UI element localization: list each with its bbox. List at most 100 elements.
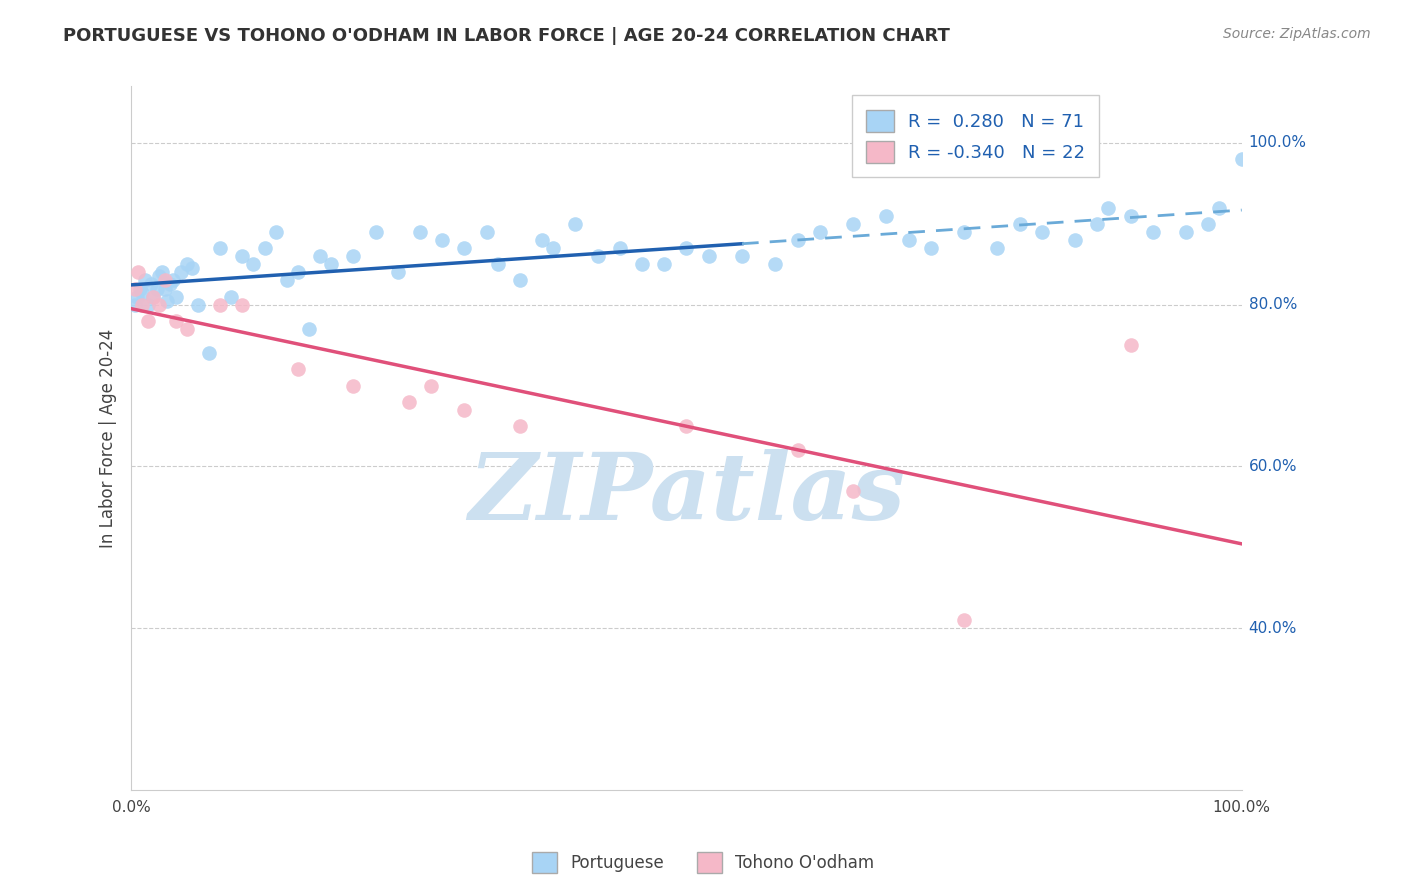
Point [342,378,364,392]
Point [842,483,865,498]
Point [209,241,232,255]
Point [176,257,198,271]
Text: ZIPatlas: ZIPatlas [468,450,905,540]
Point [586,249,609,263]
Point [187,298,209,312]
Y-axis label: In Labor Force | Age 20-24: In Labor Force | Age 20-24 [100,328,117,548]
Point [148,298,170,312]
Point [127,265,149,279]
Point [1175,225,1198,239]
Point [609,241,631,255]
Point [176,322,198,336]
Point [231,249,253,263]
Point [148,269,170,284]
Point [321,257,343,271]
Point [509,273,531,287]
Point [181,261,204,276]
Point [697,249,720,263]
Text: PORTUGUESE VS TOHONO O'ODHAM IN LABOR FORCE | AGE 20-24 CORRELATION CHART: PORTUGUESE VS TOHONO O'ODHAM IN LABOR FO… [63,27,950,45]
Point [165,314,187,328]
Point [125,290,148,304]
Point [242,257,264,271]
Point [675,241,697,255]
Point [531,233,554,247]
Point [156,293,179,308]
Point [1031,225,1053,239]
Point [631,257,654,271]
Point [1085,217,1108,231]
Point [153,273,176,287]
Point [209,298,232,312]
Point [364,225,387,239]
Point [763,257,786,271]
Point [129,281,152,295]
Point [162,273,184,287]
Point [897,233,920,247]
Point [453,402,475,417]
Point [786,233,808,247]
Point [231,298,253,312]
Text: 80.0%: 80.0% [1249,297,1296,312]
Point [986,241,1008,255]
Legend: Portuguese, Tohono O'odham: Portuguese, Tohono O'odham [524,846,882,880]
Point [1230,152,1253,166]
Point [509,419,531,434]
Point [142,290,165,304]
Point [486,257,509,271]
Point [124,281,146,295]
Point [387,265,409,279]
Point [264,225,287,239]
Point [136,314,159,328]
Point [136,298,159,312]
Point [276,273,298,287]
Point [541,241,564,255]
Point [309,249,332,263]
Point [131,285,153,300]
Text: 100.0%: 100.0% [1249,136,1306,151]
Point [298,322,321,336]
Point [1197,217,1219,231]
Point [134,273,156,287]
Point [564,217,586,231]
Point [1208,201,1230,215]
Point [170,265,193,279]
Point [1119,338,1142,352]
Text: 60.0%: 60.0% [1249,458,1298,474]
Point [146,281,169,295]
Point [420,378,443,392]
Point [219,290,242,304]
Point [150,265,173,279]
Point [842,217,865,231]
Point [1119,209,1142,223]
Point [1008,217,1031,231]
Point [342,249,364,263]
Point [142,290,165,304]
Point [953,613,976,627]
Point [165,290,187,304]
Point [1064,233,1087,247]
Point [124,298,146,312]
Legend: R =  0.280   N = 71, R = -0.340   N = 22: R = 0.280 N = 71, R = -0.340 N = 22 [852,95,1099,178]
Point [131,298,153,312]
Point [786,443,808,458]
Point [731,249,754,263]
Point [652,257,675,271]
Point [287,362,309,376]
Point [287,265,309,279]
Point [198,346,221,360]
Point [153,281,176,295]
Text: 40.0%: 40.0% [1249,621,1296,636]
Point [159,277,181,292]
Point [1097,201,1119,215]
Point [398,394,420,409]
Point [253,241,276,255]
Point [1142,225,1164,239]
Point [675,419,697,434]
Point [808,225,831,239]
Point [920,241,942,255]
Point [409,225,432,239]
Point [430,233,453,247]
Point [953,225,976,239]
Point [875,209,897,223]
Point [141,277,163,292]
